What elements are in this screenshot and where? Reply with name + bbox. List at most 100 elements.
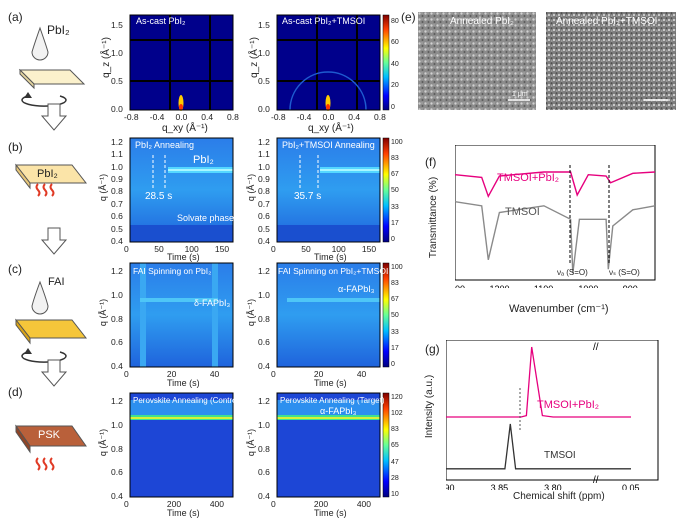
tick-label: 0.4 bbox=[111, 236, 123, 246]
tick-label: -0.8 bbox=[271, 112, 286, 122]
sem-label-left: Annealed PbI₂ bbox=[450, 16, 514, 27]
tick-label: 0.8 bbox=[227, 112, 239, 122]
tick-label: 0.5 bbox=[111, 223, 123, 234]
tick-label: 1.1 bbox=[111, 149, 123, 160]
xlabel-d-left: Time (s) bbox=[167, 508, 200, 518]
tick-label: 0.4 bbox=[258, 491, 270, 501]
sem-label-right: Annealed PbI₂+TMSOI bbox=[556, 16, 658, 27]
heatmap-d-left bbox=[129, 392, 234, 498]
axis-break-icon: // bbox=[593, 342, 599, 353]
title-c-left: FAI Spinning on PbI₂ bbox=[133, 266, 212, 276]
tick-label: 20 bbox=[391, 82, 399, 90]
title-d-right: Perovskite Annealing (Target) bbox=[280, 396, 385, 405]
step-label-d: PSK bbox=[38, 429, 61, 441]
tick-label: 0.5 bbox=[111, 76, 123, 87]
tick-label: 150 bbox=[361, 244, 377, 254]
tick-label: 1.0 bbox=[258, 161, 270, 172]
nmr-chart: // // 3.90 3.85 3.80 0.05 bbox=[446, 340, 659, 490]
ftir-xlabel: Wavenumber (cm⁻¹) bbox=[509, 303, 609, 315]
tick-label: 0.4 bbox=[111, 361, 123, 371]
panel-letter-f: (f) bbox=[425, 155, 437, 169]
tick-label: 0.6 bbox=[258, 211, 270, 222]
tick-label: 200 bbox=[166, 499, 182, 509]
heatmap-b-right bbox=[276, 137, 381, 243]
tick-label: 0 bbox=[271, 369, 276, 379]
tick-label: 0.5 bbox=[258, 223, 270, 234]
tick-label: 0 bbox=[124, 244, 129, 254]
tick-label: 0.4 bbox=[258, 236, 270, 246]
ftir-peak1: νₐ (S=O) bbox=[557, 268, 588, 277]
tick-label: 17 bbox=[391, 344, 399, 352]
tick-label: 0.4 bbox=[201, 112, 214, 122]
tick-label: 200 bbox=[313, 499, 329, 509]
ylabel-d-right: q (Å⁻¹) bbox=[246, 428, 257, 457]
tick-label: 0.8 bbox=[258, 313, 270, 324]
tick-label: 1.0 bbox=[111, 161, 123, 172]
tick-label: 50 bbox=[391, 312, 399, 320]
colorbar-a bbox=[382, 14, 390, 111]
tick-label: 0 bbox=[124, 369, 129, 379]
solvate-label: Solvate phase bbox=[177, 213, 235, 223]
tick-label: 0.4 bbox=[348, 112, 361, 122]
tick-label: 1.5 bbox=[111, 20, 123, 31]
sem-images bbox=[418, 12, 676, 110]
tick-label: 83 bbox=[391, 426, 399, 433]
tick-label: 0.0 bbox=[111, 104, 123, 114]
tick-label: 1.0 bbox=[258, 420, 270, 431]
tick-label: 0.8 bbox=[111, 443, 123, 454]
axis-break-icon: // bbox=[593, 475, 599, 486]
time-label-b-right: 35.7 s bbox=[294, 191, 322, 202]
xlabel-b-right: Time (s) bbox=[314, 252, 347, 262]
band-label-d-right: α-FAPbI₃ bbox=[320, 406, 357, 416]
series-line bbox=[455, 201, 656, 274]
tick-label: 1100 bbox=[534, 284, 553, 288]
down-arrow-icon bbox=[40, 227, 68, 255]
band-label-b: PbI₂ bbox=[193, 154, 214, 166]
tick-label: 102 bbox=[391, 409, 403, 417]
anneal-step-d bbox=[15, 424, 87, 471]
tick-label: 0.0 bbox=[322, 112, 335, 122]
tick-label: 0.8 bbox=[111, 186, 123, 197]
tick-label: 0 bbox=[124, 499, 129, 509]
tick-label: 65 bbox=[391, 442, 399, 450]
ftir-series-bottom: TMSOI bbox=[505, 206, 540, 218]
tick-label: 17 bbox=[391, 219, 399, 227]
colorbar-c bbox=[382, 262, 390, 368]
xlabel-a-left: q_xy (Å⁻¹) bbox=[162, 123, 208, 134]
tick-label: 1.0 bbox=[111, 48, 123, 59]
panel-letter-c: (c) bbox=[8, 262, 22, 276]
tick-label: 1.1 bbox=[258, 149, 270, 160]
step-label-b: PbI₂ bbox=[37, 168, 58, 180]
series-line bbox=[455, 171, 656, 199]
xlabel-c-left: Time (s) bbox=[167, 378, 200, 388]
panel-letter-e: (e) bbox=[401, 10, 416, 24]
tick-label: 50 bbox=[154, 244, 164, 254]
title-a-left: As-cast PbI₂ bbox=[136, 16, 186, 26]
tick-label: 1.0 bbox=[258, 48, 270, 59]
tick-label: 1.2 bbox=[258, 396, 270, 407]
ylabel-d: q (Å⁻¹) bbox=[98, 428, 109, 457]
tick-label: 0 bbox=[391, 104, 395, 111]
tick-label: 0 bbox=[391, 361, 395, 368]
title-a-right: As-cast PbI₂+TMSOI bbox=[282, 16, 366, 26]
giwaxs-right bbox=[276, 14, 381, 111]
title-c-right: FAI Spinning on PbI₂+TMSOI bbox=[278, 266, 389, 276]
tick-label: 40 bbox=[356, 369, 367, 379]
tick-label: 83 bbox=[391, 154, 399, 162]
xlabel-a-right: q_xy (Å⁻¹) bbox=[308, 123, 354, 134]
heatmap-b-left bbox=[129, 137, 234, 243]
tick-label: 0 bbox=[271, 499, 276, 509]
xlabel-b-left: Time (s) bbox=[167, 252, 200, 262]
tick-label: 1300 bbox=[455, 284, 465, 288]
tick-label: 20 bbox=[313, 369, 324, 379]
tick-label: 1.2 bbox=[111, 266, 123, 277]
tick-label: 150 bbox=[214, 244, 230, 254]
tick-label: 0 bbox=[271, 244, 276, 254]
tick-label: 0.8 bbox=[374, 112, 386, 122]
tick-label: 0.7 bbox=[258, 198, 270, 209]
tick-label: 1.2 bbox=[258, 266, 270, 277]
tick-label: 0.7 bbox=[111, 198, 123, 209]
scale-label: 1 μm bbox=[512, 91, 528, 98]
